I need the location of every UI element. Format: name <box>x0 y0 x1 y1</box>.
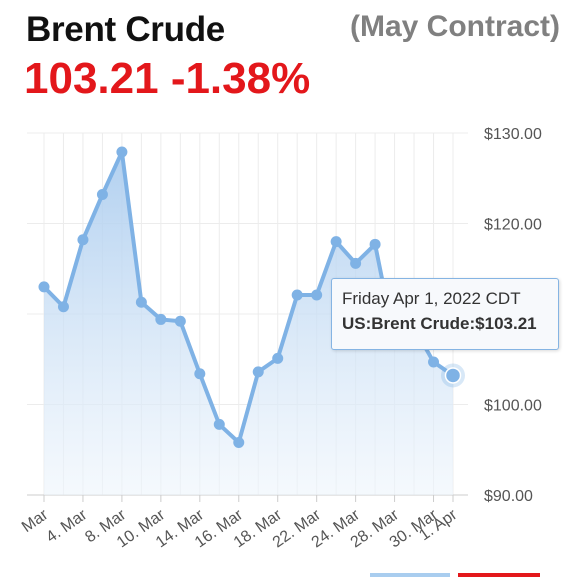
data-tooltip: Friday Apr 1, 2022 CDT US:Brent Crude:$1… <box>331 278 559 350</box>
y-tick-label: $130.00 <box>484 126 542 143</box>
x-tick-label: 4. Mar <box>43 506 90 546</box>
tooltip-value: US:Brent Crude:$103.21 <box>342 314 537 333</box>
data-point[interactable] <box>330 236 342 248</box>
contract-label: (May Contract) <box>349 10 560 43</box>
data-point[interactable] <box>291 289 303 301</box>
data-point[interactable] <box>57 301 69 313</box>
data-point[interactable] <box>428 356 440 368</box>
price-change: -1.38% <box>170 54 311 103</box>
data-point[interactable] <box>311 289 323 301</box>
data-point[interactable] <box>233 437 245 449</box>
data-point[interactable] <box>350 257 362 269</box>
area-fill <box>44 152 453 495</box>
data-point[interactable] <box>77 234 89 246</box>
tooltip-date: Friday Apr 1, 2022 CDT <box>342 289 521 308</box>
data-point[interactable] <box>135 296 147 308</box>
data-point[interactable] <box>38 281 50 293</box>
price-value: 103.21 <box>24 54 159 103</box>
area-path <box>44 152 453 495</box>
chart-title: Brent Crude <box>26 10 225 49</box>
price-display: 103.21 -1.38% <box>24 54 310 104</box>
data-point[interactable] <box>272 352 284 364</box>
y-tick-label: $90.00 <box>484 488 533 505</box>
data-point[interactable] <box>116 146 128 158</box>
legend-swatch-series[interactable] <box>370 573 450 577</box>
y-axis-labels: $90.00$100.00$110.00$120.00$130.00 <box>484 126 542 505</box>
data-point[interactable] <box>369 238 381 250</box>
data-point[interactable] <box>174 315 186 327</box>
data-point[interactable] <box>155 313 167 325</box>
data-point[interactable] <box>252 366 264 378</box>
data-point[interactable] <box>96 189 108 201</box>
data-point-highlighted[interactable] <box>444 367 462 384</box>
data-point[interactable] <box>213 418 225 430</box>
y-tick-label: $100.00 <box>484 398 542 415</box>
data-point[interactable] <box>194 368 206 380</box>
y-tick-label: $120.00 <box>484 217 542 234</box>
legend-swatch-other[interactable] <box>458 573 540 577</box>
